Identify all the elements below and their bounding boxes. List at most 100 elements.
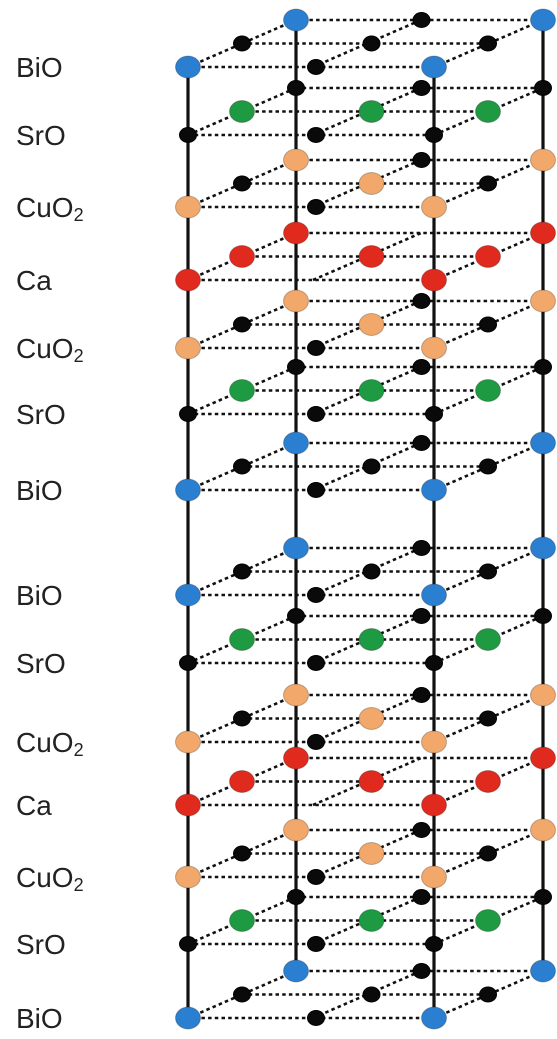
layer-label: CuO2: [16, 333, 84, 366]
copper-atom: [283, 148, 309, 172]
oxygen-atom: [307, 1010, 325, 1026]
bismuth-atom: [421, 583, 447, 607]
bismuth-atom: [283, 431, 309, 455]
calcium-atom: [421, 793, 447, 817]
copper-atom: [530, 818, 556, 842]
oxygen-atom: [233, 710, 251, 727]
unit-cell-edges: [186, 20, 545, 1018]
layer-label-formula: CuO: [16, 192, 74, 223]
oxygen-atom: [479, 563, 497, 580]
oxygen-atom: [534, 889, 552, 905]
oxygen-atom: [307, 127, 325, 143]
oxygen-atom: [362, 986, 381, 1003]
copper-atom: [175, 730, 201, 754]
bismuth-atom: [530, 8, 556, 32]
oxygen-atom: [233, 458, 251, 475]
layer-label: SrO: [16, 399, 66, 430]
calcium-atom: [175, 793, 201, 817]
layer-label: CuO2: [16, 192, 84, 225]
oxygen-atom: [233, 35, 251, 52]
oxygen-atom: [412, 80, 431, 96]
calcium-atom: [358, 245, 385, 268]
bismuth-atom: [421, 478, 447, 502]
layer-label-formula: BiO: [16, 475, 63, 506]
oxygen-atom: [287, 889, 305, 905]
layer-label-formula: Ca: [16, 790, 52, 821]
oxygen-atom: [412, 963, 431, 979]
copper-atom: [530, 683, 556, 707]
oxygen-atom: [307, 734, 325, 750]
oxygen-atom: [287, 608, 305, 624]
copper-atom: [175, 865, 201, 889]
oxygen-atom: [307, 59, 325, 75]
layer-label-subscript: 2: [74, 205, 84, 225]
copper-atom: [358, 842, 385, 865]
layer-label: BiO: [16, 580, 63, 611]
oxygen-atom: [479, 710, 497, 727]
layer-label: BiO: [16, 475, 63, 506]
bismuth-atom: [421, 1006, 447, 1030]
oxygen-atom: [233, 563, 251, 580]
layer-label-formula: CuO: [16, 862, 74, 893]
oxygen-atom: [534, 80, 552, 96]
layer-label: BiO: [16, 1003, 63, 1034]
oxygen-atom: [412, 359, 431, 375]
oxygen-atom: [233, 175, 251, 192]
oxygen-atom: [287, 80, 305, 96]
oxygen-atom: [479, 316, 497, 333]
oxygen-atom: [412, 687, 431, 703]
bond-lines: [187, 18, 544, 1020]
copper-atom: [530, 148, 556, 172]
calcium-atom: [229, 245, 255, 268]
strontium-atom: [475, 628, 501, 651]
layer-label-formula: SrO: [16, 648, 66, 679]
oxygen-atom: [425, 406, 443, 422]
strontium-atom: [229, 100, 255, 123]
calcium-atom: [175, 268, 201, 292]
oxygen-atom: [425, 936, 443, 952]
copper-atom: [421, 730, 447, 754]
oxygen-atom: [307, 655, 325, 671]
calcium-atom: [530, 221, 556, 245]
layer-label-formula: SrO: [16, 399, 66, 430]
calcium-atom: [421, 268, 447, 292]
strontium-atom: [358, 909, 385, 932]
oxygen-atom: [479, 175, 497, 192]
bismuth-atom: [530, 431, 556, 455]
copper-atom: [175, 336, 201, 360]
copper-atom: [358, 172, 385, 195]
oxygen-atom: [179, 655, 197, 671]
oxygen-atom: [362, 35, 381, 52]
strontium-atom: [229, 628, 255, 651]
oxygen-atom: [307, 936, 325, 952]
oxygen-atom: [307, 406, 325, 422]
copper-atom: [283, 289, 309, 313]
copper-atom: [421, 195, 447, 219]
strontium-atom: [475, 379, 501, 402]
oxygen-atom: [233, 845, 251, 862]
copper-atom: [421, 336, 447, 360]
copper-atom: [283, 683, 309, 707]
bismuth-atom: [421, 55, 447, 79]
layer-label-formula: SrO: [16, 120, 66, 151]
copper-atom: [530, 289, 556, 313]
layer-label-formula: BiO: [16, 52, 63, 83]
layer-labels: BiOSrOCuO2CaCuO2SrOBiOBiOSrOCuO2CaCuO2Sr…: [16, 52, 84, 1034]
layer-label-formula: SrO: [16, 929, 66, 960]
layer-label: SrO: [16, 120, 66, 151]
oxygen-atom: [233, 316, 251, 333]
calcium-atom: [475, 770, 501, 793]
layer-label: Ca: [16, 265, 52, 296]
bismuth-atom: [175, 55, 201, 79]
oxygen-atom: [425, 655, 443, 671]
calcium-atom: [283, 221, 309, 245]
bismuth-atom: [530, 536, 556, 560]
oxygen-atom: [179, 936, 197, 952]
oxygen-atom: [412, 540, 431, 556]
bismuth-atom: [530, 959, 556, 983]
layer-label-subscript: 2: [74, 875, 84, 895]
calcium-atom: [475, 245, 501, 268]
copper-atom: [175, 195, 201, 219]
oxygen-atom: [479, 35, 497, 52]
